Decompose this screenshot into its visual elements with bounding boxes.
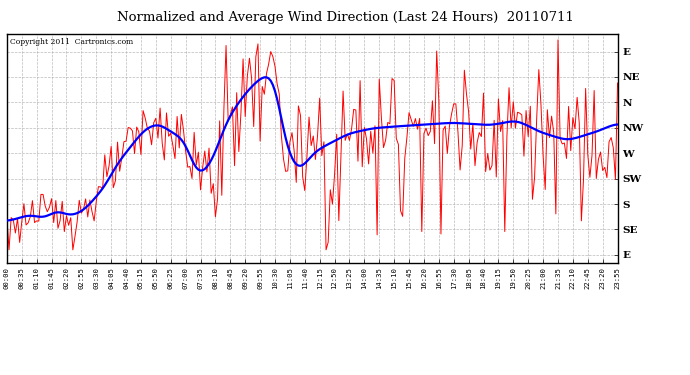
Text: Normalized and Average Wind Direction (Last 24 Hours)  20110711: Normalized and Average Wind Direction (L… (117, 11, 573, 24)
Text: Copyright 2011  Cartronics.com: Copyright 2011 Cartronics.com (10, 38, 133, 46)
